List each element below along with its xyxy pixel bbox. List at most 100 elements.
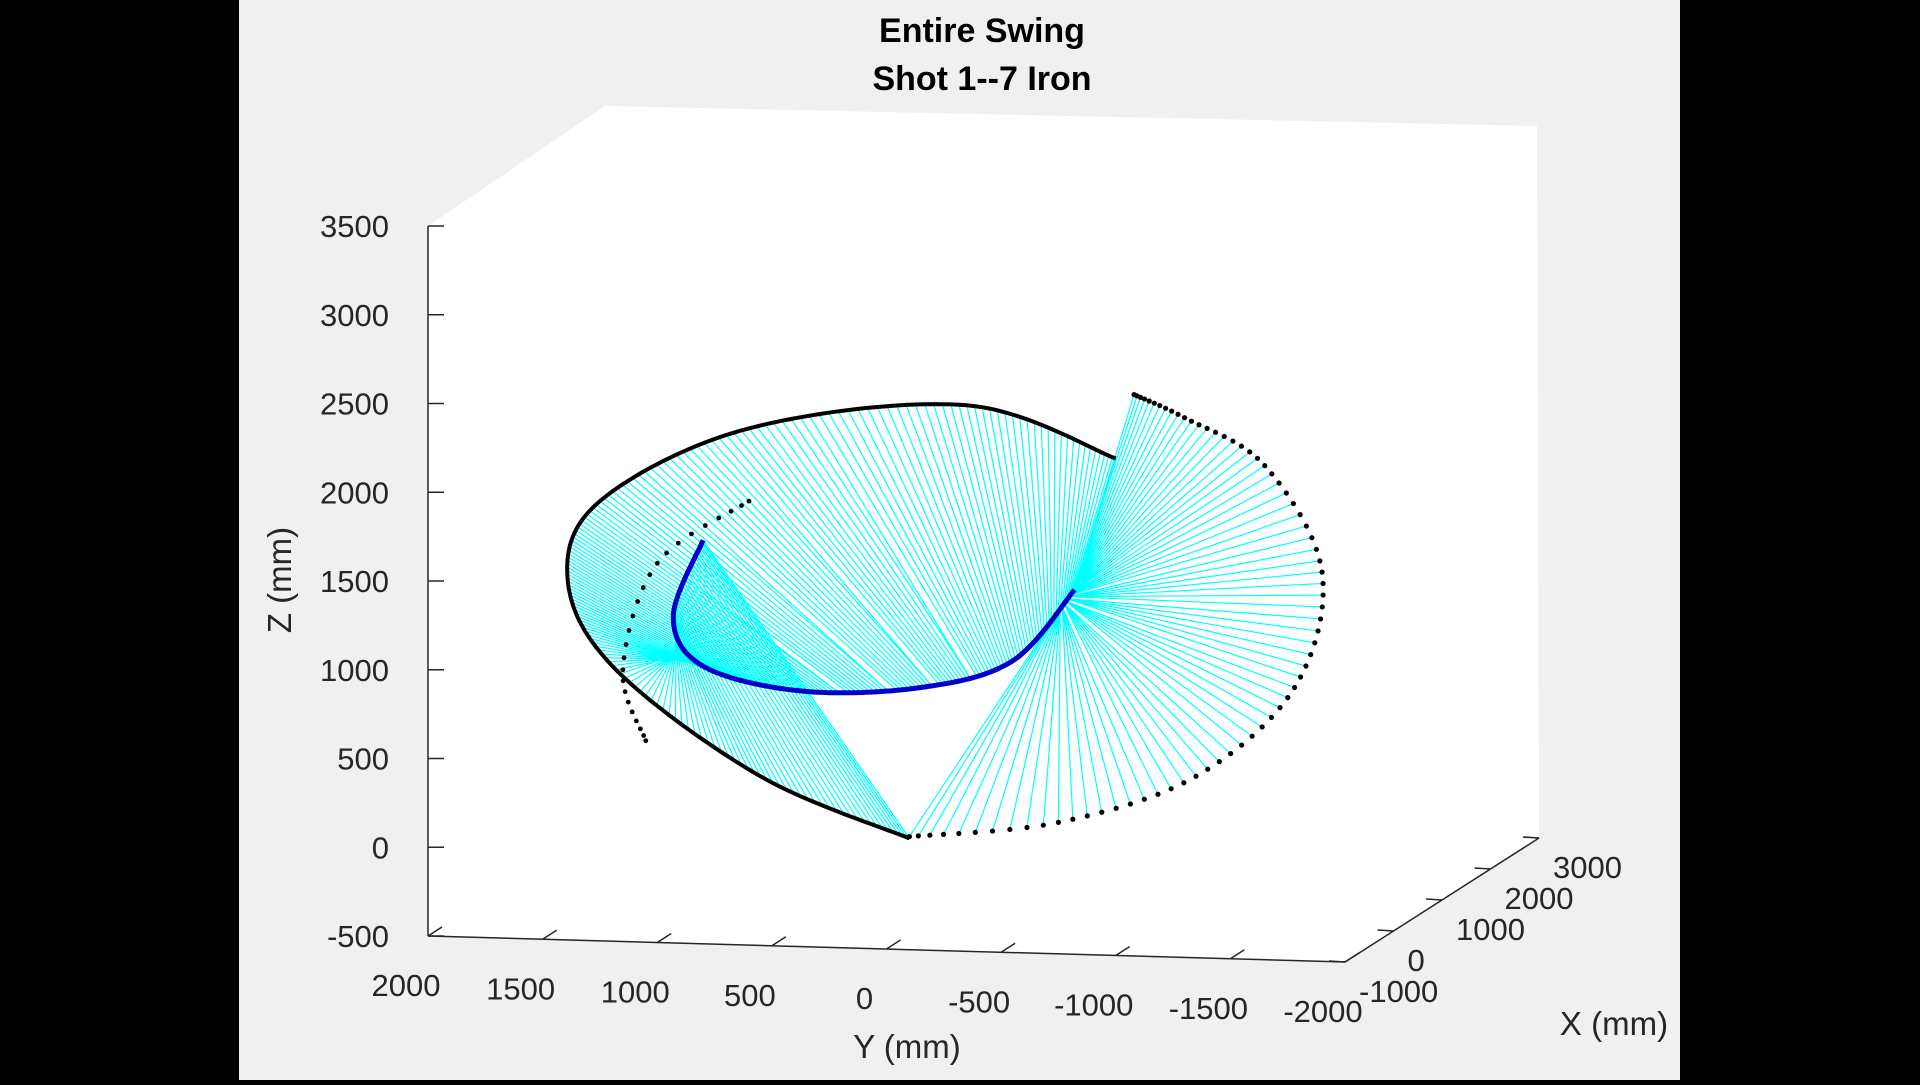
inner-point (635, 599, 641, 604)
shaft-line (941, 404, 1016, 660)
clubhead-path-downswing (565, 402, 1117, 841)
clubhead-point (1290, 500, 1297, 507)
clubhead-point (1181, 415, 1188, 421)
shaft-line (569, 546, 795, 691)
x-tick-label: 1000 (1456, 912, 1525, 947)
shaft-line (1061, 606, 1131, 805)
shaft-line (592, 507, 840, 694)
z-tick-label: 500 (337, 742, 389, 777)
clubhead-point (1320, 580, 1326, 587)
clubhead-point (956, 830, 962, 837)
shaft-line (973, 405, 1027, 651)
shaft-line (703, 442, 929, 687)
clubhead-point (1317, 616, 1324, 622)
y-tick-mark (427, 926, 443, 937)
y-tick-label: 0 (856, 981, 873, 1016)
shaft-line (589, 510, 840, 694)
shaft-line (1071, 445, 1242, 594)
x-tick-mark (1377, 929, 1394, 932)
x-tick-mark (1522, 836, 1540, 839)
shaft-line (1057, 436, 1069, 612)
clubhead-point (1157, 402, 1163, 409)
y-tick-label: 2000 (372, 968, 441, 1003)
shaft-line (1059, 439, 1075, 610)
shaft-line (933, 403, 1014, 662)
clubhead-point (1212, 429, 1219, 435)
shaft-line (818, 413, 978, 677)
shaft-line (668, 457, 910, 690)
inner-point (739, 503, 744, 509)
inner-point (689, 531, 694, 537)
clubhead-point (1127, 801, 1133, 807)
y-tick-mark (1344, 952, 1360, 963)
shaft-line (725, 434, 940, 686)
shaft-line (1072, 417, 1186, 592)
shaft-line (1073, 400, 1150, 591)
clubhead-point (1228, 750, 1234, 757)
shaft-line (710, 439, 933, 687)
shaft-line (790, 418, 968, 680)
clubhead-point (1313, 546, 1320, 552)
shaft-line (1063, 603, 1209, 770)
shaft-line (567, 576, 759, 686)
shaft-line (599, 500, 854, 694)
shaft-line (566, 570, 767, 687)
clubhead-point (1254, 455, 1261, 461)
shaft-line (579, 523, 823, 693)
shaft-line (675, 454, 914, 689)
x-axis-label: X (mm) (1560, 1005, 1668, 1042)
z-tick-label: 2000 (320, 475, 389, 510)
shaft-line (1063, 603, 1232, 755)
shaft-line (1073, 397, 1142, 591)
shaft-line (1069, 594, 1324, 598)
figure-background: 3500 3000 2500 2000 1500 1000 500 0 -500 2000 150… (239, 0, 1680, 1080)
inner-point (620, 667, 626, 673)
shaft-line (847, 409, 987, 674)
shaft-line (583, 516, 832, 694)
shaft-line (1071, 431, 1217, 594)
clubhead-point (1221, 433, 1227, 440)
shaft-line (677, 594, 788, 791)
z-tick-label: -500 (327, 919, 389, 954)
shaft-line (567, 573, 763, 686)
shaft-line (828, 412, 981, 676)
shaft-line (1009, 608, 1061, 830)
shaft-line (1026, 608, 1061, 828)
clubhead-point (1055, 819, 1062, 826)
shaft-line (1069, 571, 1323, 598)
shaft-line (689, 448, 922, 688)
z-tick-label: 0 (372, 830, 389, 865)
inner-point (664, 550, 669, 556)
clubhead-point (915, 833, 921, 839)
plot-3d: 3500 3000 2500 2000 1500 1000 500 0 -500 2000 150… (261, 12, 1668, 1065)
shaft-line (1066, 449, 1097, 599)
clubhead-point (1151, 400, 1157, 406)
inner-point (622, 689, 628, 695)
clubhead-point (989, 828, 996, 834)
clubhead-point (940, 831, 947, 837)
shaft-line (1071, 455, 1110, 594)
shaft-line (1065, 600, 1253, 737)
clubhead-point (1141, 796, 1147, 802)
shaft-line (1063, 603, 1220, 763)
shaft-line (914, 404, 1008, 665)
clubhead-point (1070, 816, 1076, 822)
shaft-line (1065, 600, 1295, 689)
clubhead-point (1269, 471, 1275, 477)
y-tick-label: 1000 (601, 975, 670, 1010)
shaft-line (1047, 427, 1053, 621)
shaft-line (876, 406, 996, 671)
shaft-line (696, 445, 926, 688)
shaft-line (929, 611, 1059, 836)
clubhead-point (1262, 463, 1268, 469)
inner-point (620, 678, 626, 684)
clubhead-point (1175, 411, 1181, 417)
shaft-line (603, 497, 858, 694)
shaft-line (1065, 600, 1263, 728)
inner-point (654, 560, 660, 566)
shaft-line (905, 404, 1005, 666)
y-tick-label: -1500 (1169, 991, 1248, 1026)
shaft-line (577, 526, 819, 693)
shaft-line (581, 519, 827, 694)
clubhead-point (1303, 523, 1309, 529)
